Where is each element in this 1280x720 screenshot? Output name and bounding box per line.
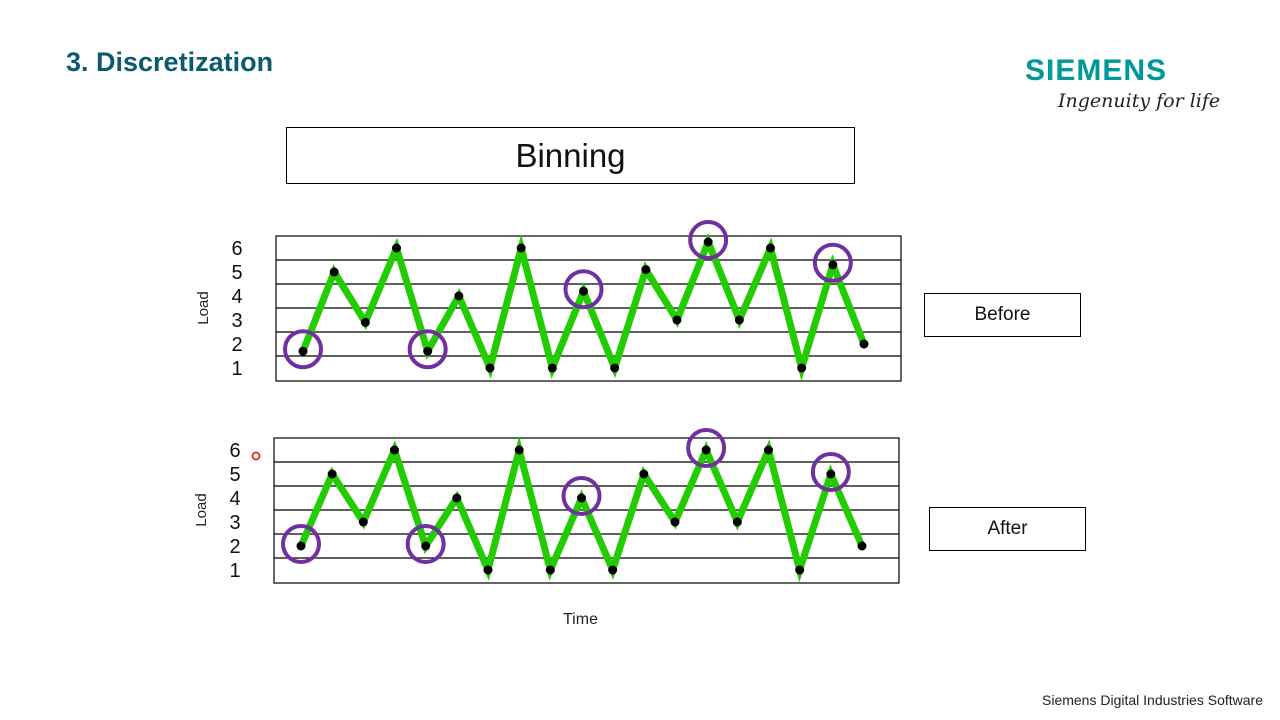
- cursor-marker: [251, 451, 261, 461]
- data-point: [828, 260, 838, 270]
- data-point: [577, 493, 586, 503]
- data-point: [327, 469, 337, 479]
- logo-tagline: Ingenuity for life: [1058, 90, 1221, 112]
- data-point: [608, 565, 618, 575]
- highlight-circle: [283, 329, 323, 370]
- data-point: [610, 363, 620, 373]
- data-point: [641, 265, 651, 275]
- highlight-circle: [405, 524, 446, 564]
- data-point: [857, 541, 867, 551]
- data-point: [547, 363, 557, 373]
- data-point: [826, 469, 836, 479]
- data-point: [390, 445, 399, 455]
- y-tick-label: 3: [229, 512, 240, 534]
- highlight-circle: [812, 242, 853, 283]
- y-tick-label: 5: [231, 262, 242, 284]
- data-point: [329, 267, 339, 277]
- data-point: [672, 315, 682, 325]
- y-tick-label: 5: [229, 464, 240, 486]
- y-tick-label: 1: [231, 358, 242, 380]
- highlight-circle: [407, 329, 448, 370]
- data-point: [454, 291, 464, 301]
- data-point: [732, 517, 742, 527]
- siemens-logo: SIEMENS: [1025, 54, 1168, 87]
- data-point: [545, 565, 555, 575]
- data-point: [298, 346, 308, 356]
- highlight-circle: [686, 428, 727, 468]
- y-tick-label: 2: [229, 536, 240, 558]
- y-tick-label: 4: [231, 286, 242, 308]
- data-point: [421, 541, 431, 551]
- after-label: After: [929, 507, 1086, 551]
- slide-title: 3. Discretization: [66, 47, 274, 77]
- highlight-circle: [810, 452, 851, 492]
- binning-heading: Binning: [286, 127, 855, 184]
- y-tick-label: 2: [231, 334, 242, 356]
- data-point: [797, 363, 807, 373]
- data-point: [358, 517, 368, 527]
- y-axis-label: Load: [193, 493, 210, 526]
- data-point: [392, 243, 401, 253]
- y-tick-label: 1: [229, 560, 240, 582]
- highlight-circle: [563, 269, 604, 310]
- x-axis-label: Time: [563, 611, 598, 628]
- data-point: [452, 493, 462, 503]
- data-point: [360, 317, 370, 327]
- data-point: [483, 565, 493, 575]
- data-point: [514, 445, 524, 455]
- data-point: [516, 243, 526, 253]
- y-tick-label: 4: [229, 488, 240, 510]
- before-label: Before: [924, 293, 1081, 337]
- data-point: [423, 346, 433, 356]
- data-point: [701, 445, 711, 455]
- y-axis-label: Load: [195, 291, 212, 324]
- highlight-circle: [561, 476, 602, 516]
- highlight-circle: [688, 220, 729, 260]
- data-point: [485, 363, 495, 373]
- y-tick-label: 6: [229, 440, 240, 462]
- data-point: [766, 243, 775, 253]
- data-point: [639, 469, 649, 479]
- data-point: [703, 237, 713, 247]
- y-tick-label: 6: [231, 238, 242, 260]
- data-point: [670, 517, 680, 527]
- highlight-circle: [281, 524, 321, 564]
- footer-text: Siemens Digital Industries Software: [1042, 692, 1263, 708]
- data-point: [579, 286, 588, 296]
- y-tick-label: 3: [231, 310, 242, 332]
- data-point: [296, 541, 306, 551]
- data-point: [734, 315, 744, 325]
- data-point: [764, 445, 773, 455]
- data-point: [859, 339, 869, 349]
- data-point: [795, 565, 805, 575]
